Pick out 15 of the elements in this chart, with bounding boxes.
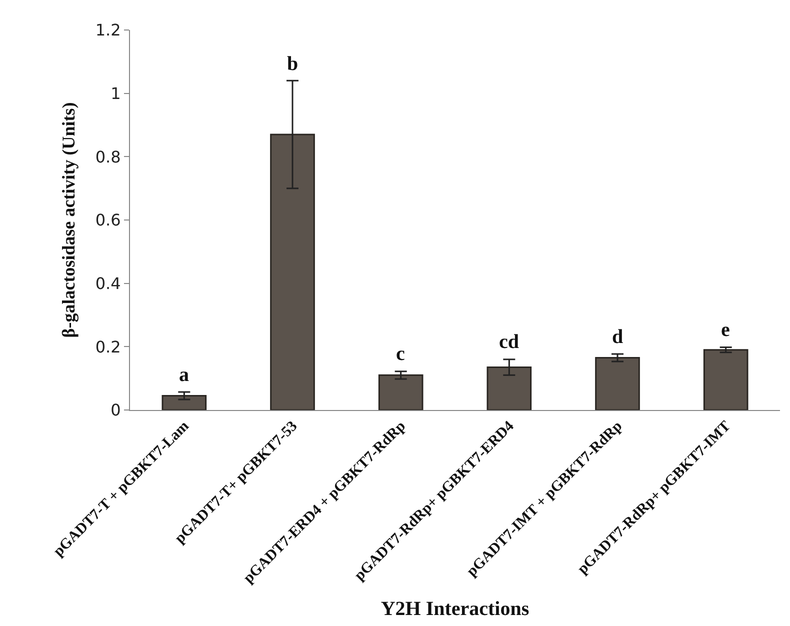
- y-tick-label: 0: [110, 400, 121, 420]
- annotation: c: [396, 343, 405, 365]
- annotation: a: [179, 364, 189, 386]
- y-tick-label: 0.4: [95, 274, 121, 293]
- annotation: d: [612, 326, 624, 348]
- annotation: e: [721, 319, 730, 341]
- y-tick-label: 1: [110, 84, 121, 103]
- y-axis-title: β-galactosidase activity (Units): [58, 102, 79, 338]
- y-tick-label: 0.2: [95, 337, 121, 356]
- y-tick-label: 0.6: [95, 210, 121, 230]
- annotation: cd: [499, 331, 519, 353]
- annotation: b: [287, 53, 298, 75]
- x-axis-title: Y2H Interactions: [380, 598, 530, 620]
- y-tick-label: 1.2: [95, 20, 121, 40]
- y-tick-label: 0.8: [95, 147, 121, 166]
